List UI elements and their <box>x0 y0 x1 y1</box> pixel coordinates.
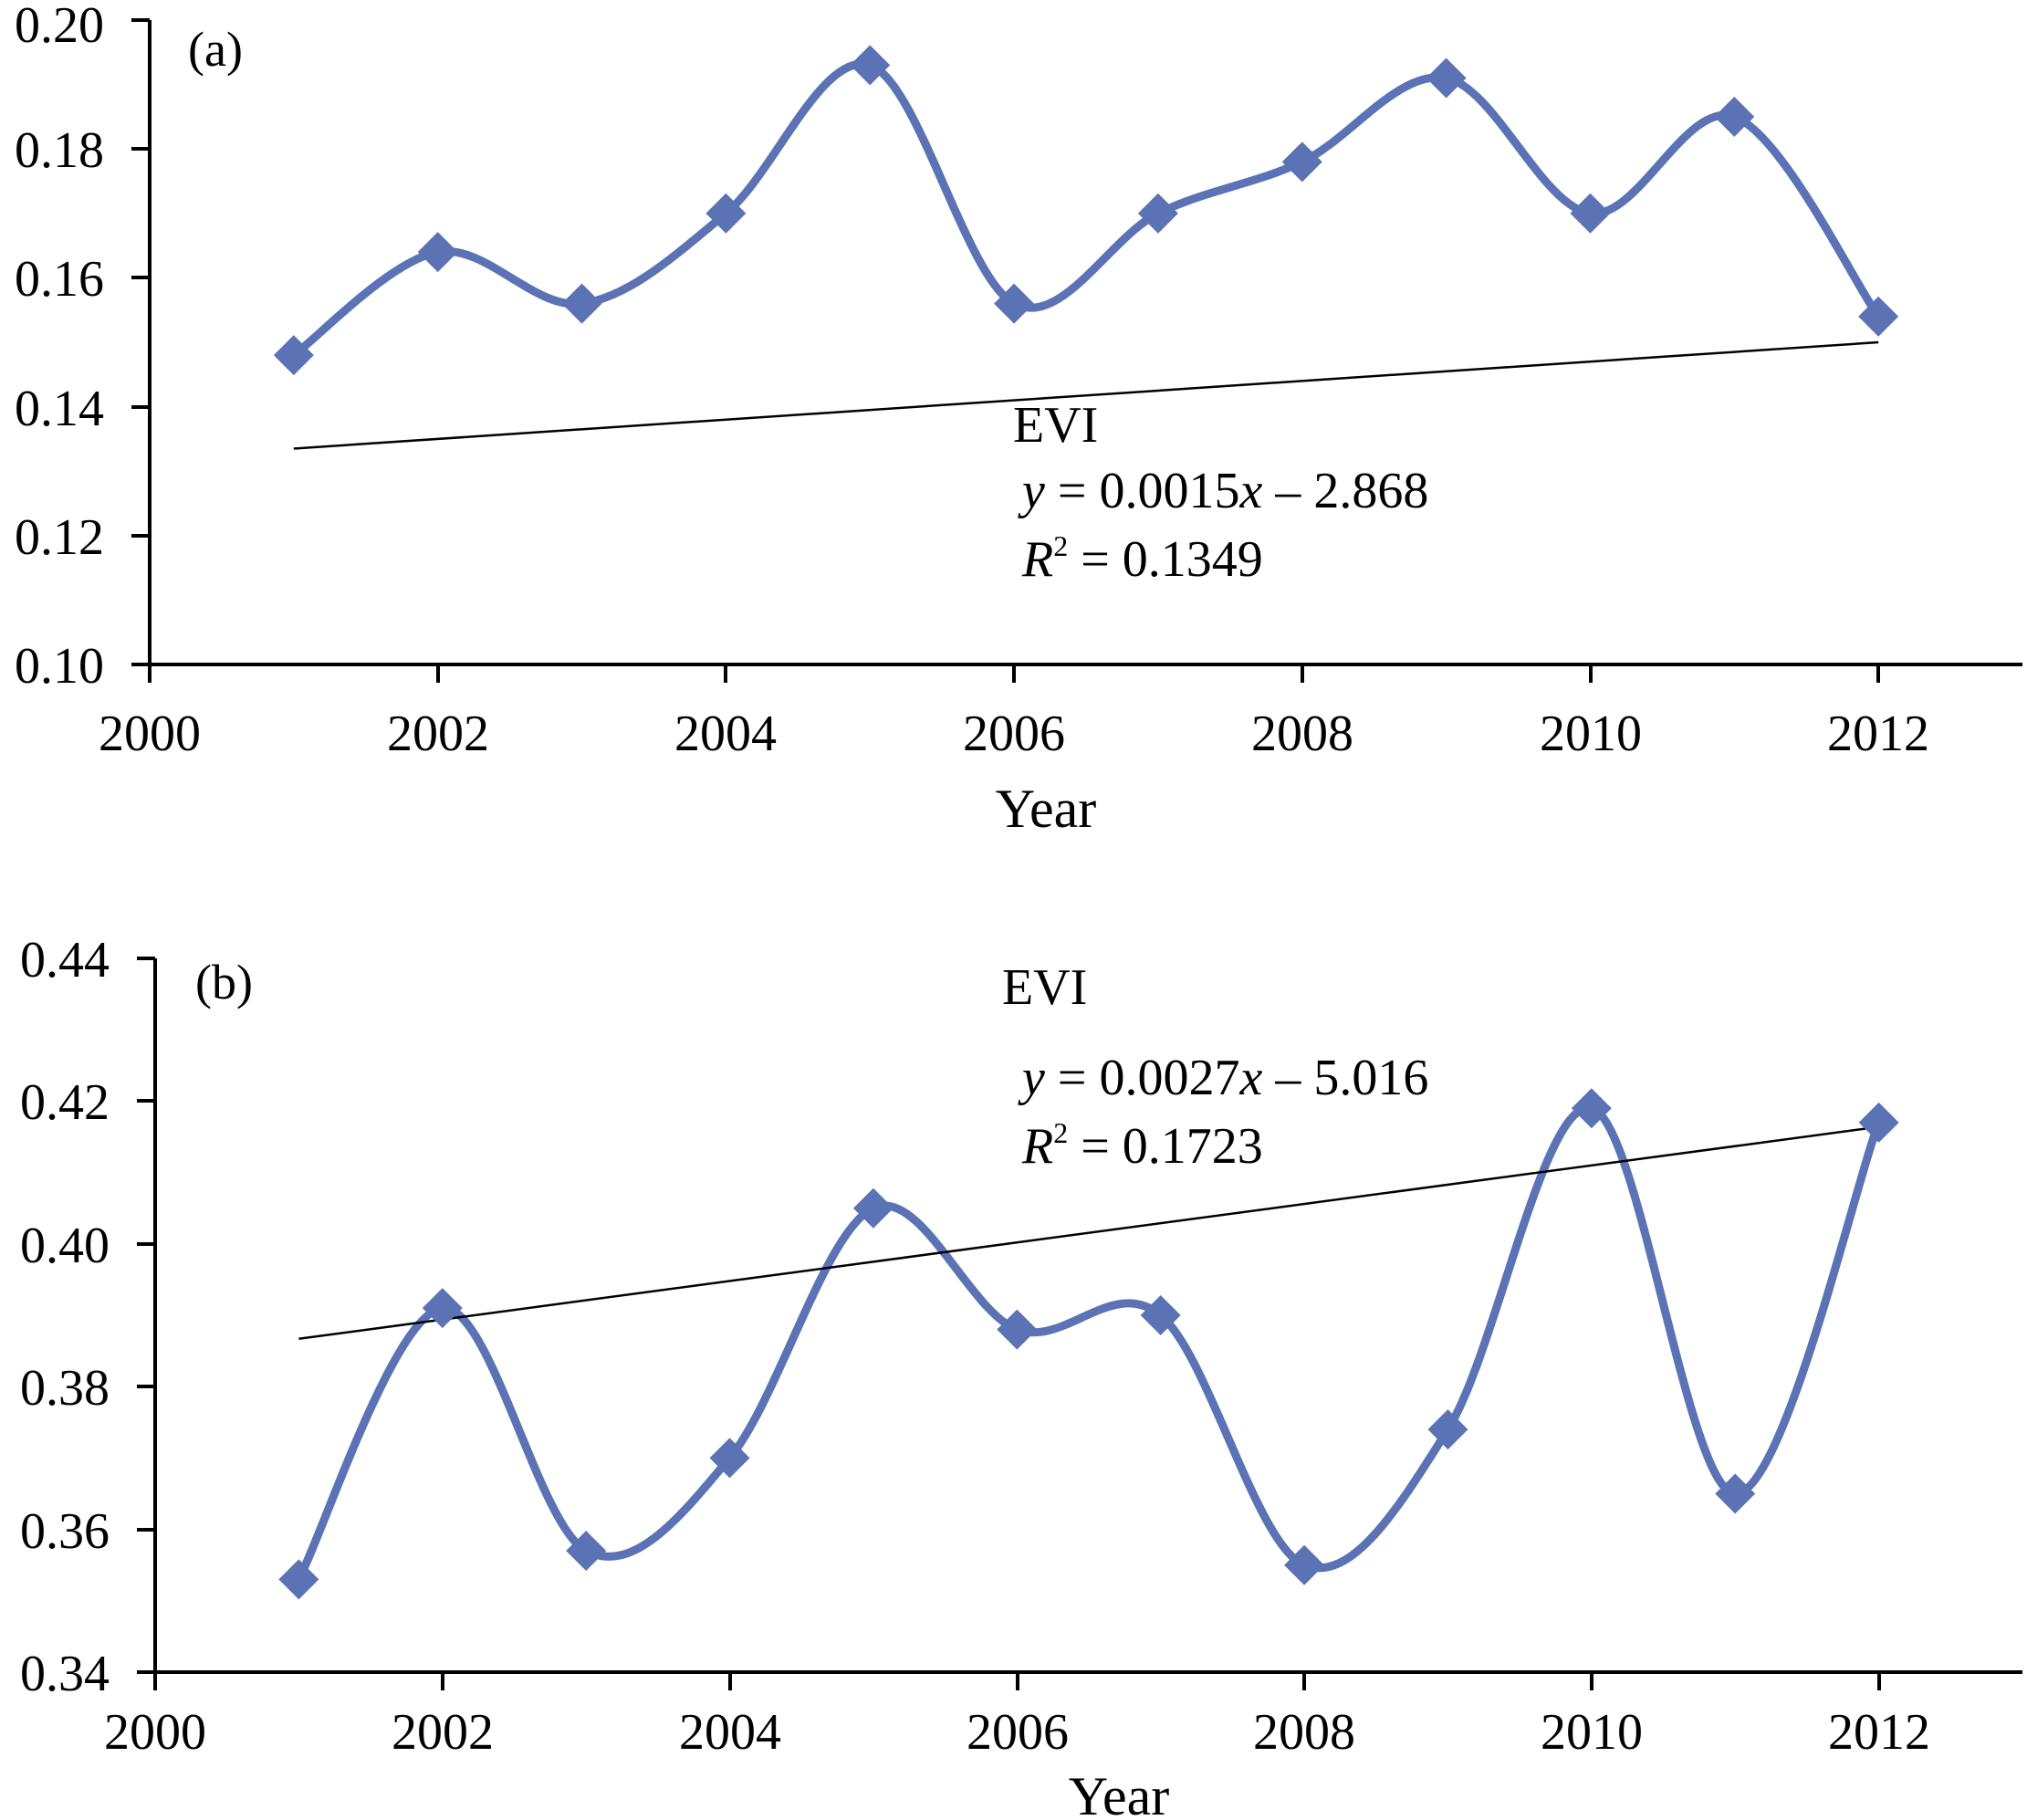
chart-b-equation-x: x <box>1238 1050 1262 1106</box>
chart-b-trend-line <box>298 1125 1879 1341</box>
chart-a-y-tick-label: 0.12 <box>15 509 104 566</box>
chart-a-data-point <box>561 283 602 324</box>
chart-b-data-point <box>1858 1102 1899 1143</box>
chart-a-y-tick-marks <box>131 18 150 666</box>
chart-a-data-point <box>1426 58 1467 99</box>
chart-b-data-point <box>566 1531 607 1572</box>
chart-b-y-tick-label: 0.36 <box>20 1503 110 1560</box>
chart-b-y-tick-label: 0.34 <box>20 1646 110 1702</box>
chart-a-y-tick-label: 0.18 <box>15 122 104 179</box>
chart-a-x-tick-label: 2004 <box>674 706 777 762</box>
chart-a-data-point <box>273 335 314 376</box>
chart-b-annotation: EVI y = 0.0027x – 5.016 R2 = 0.1723 <box>1002 959 1428 1175</box>
chart-a-y-tick-label: 0.10 <box>15 638 104 695</box>
chart-b-x-tick-label: 2010 <box>1541 1704 1643 1761</box>
chart-a-y-tick-labels: 0.10 0.12 0.14 0.16 0.18 0.20 <box>15 0 104 695</box>
chart-b-data-point <box>1715 1473 1756 1514</box>
chart-b-y-tick-label: 0.42 <box>20 1074 110 1131</box>
chart-b-equation: y = 0.0027x – 5.016 <box>1018 1050 1428 1106</box>
chart-a-equation-intercept: – 2.868 <box>1262 463 1428 519</box>
chart-a-x-tick-marks <box>148 664 1880 683</box>
chart-b-y-tick-label: 0.44 <box>20 932 110 988</box>
chart-a-equation: y = 0.0015x – 2.868 <box>1018 463 1428 519</box>
chart-a-panel-label: (a) <box>188 22 243 77</box>
chart-a-data-point <box>705 193 747 234</box>
chart-b-r-squared-sup: 2 <box>1053 1116 1068 1149</box>
chart-a-plot <box>273 45 1899 450</box>
chart-b-x-tick-label: 2006 <box>966 1704 1069 1761</box>
chart-b-data-point <box>1140 1295 1181 1335</box>
chart-b-x-tick-marks <box>153 1672 1881 1690</box>
chart-b-y-tick-marks <box>137 957 155 1674</box>
chart-b-panel-label: (b) <box>195 955 253 1009</box>
chart-b-y-tick-labels: 0.34 0.36 0.38 0.40 0.42 0.44 <box>20 932 110 1702</box>
chart-a-y-tick-label: 0.14 <box>15 381 104 437</box>
chart-b-x-axis-label: Year <box>1069 1766 1170 1820</box>
chart-a-equation-coef: = 0.0015 <box>1045 463 1240 519</box>
chart-b-data-point <box>1427 1409 1468 1450</box>
chart-a-x-tick-label: 2002 <box>387 706 489 762</box>
chart-b-r-squared: R2 = 0.1723 <box>1021 1116 1263 1175</box>
chart-b-r-squared-r: R <box>1021 1118 1053 1175</box>
chart-a-data-point <box>1281 141 1322 183</box>
chart-a-r-squared-sup: 2 <box>1053 529 1068 562</box>
chart-b-equation-intercept: – 5.016 <box>1262 1050 1428 1106</box>
chart-b-data-point <box>997 1309 1038 1350</box>
chart-a-x-tick-labels: 2000 2002 2004 2006 2008 2010 2012 <box>99 706 1929 762</box>
chart-a-data-point <box>850 45 891 86</box>
chart-b-data-point <box>1571 1088 1612 1129</box>
chart-b-x-tick-label: 2008 <box>1253 1704 1355 1761</box>
chart-b-data-point <box>278 1559 319 1600</box>
chart-a-x-tick-label: 2012 <box>1827 706 1929 762</box>
chart-b-axes <box>153 958 2022 1674</box>
chart-a-x-tick-label: 2006 <box>963 706 1065 762</box>
chart-a-r-squared-r: R <box>1021 531 1053 588</box>
chart-a-y-tick-label: 0.20 <box>15 0 104 54</box>
chart-a-data-point <box>1714 96 1755 137</box>
chart-b-x-tick-label: 2002 <box>392 1704 494 1761</box>
chart-a-axes <box>148 20 2022 666</box>
chart-a-x-tick-label: 2000 <box>99 706 201 762</box>
chart-b-x-tick-labels: 2000 2002 2004 2006 2008 2010 2012 <box>104 1704 1930 1761</box>
chart-a: 0.10 0.12 0.14 0.16 0.18 0.20 2000 2002 … <box>15 0 2022 839</box>
chart-a-equation-x: x <box>1238 463 1262 519</box>
chart-b-annotation-name: EVI <box>1002 959 1087 1016</box>
chart-b: 0.34 0.36 0.38 0.40 0.42 0.44 2000 2002 … <box>20 932 2022 1820</box>
chart-b-x-tick-label: 2000 <box>104 1704 206 1761</box>
chart-a-data-point <box>1570 193 1611 234</box>
chart-a-annotation-name: EVI <box>1013 397 1098 454</box>
chart-b-x-tick-label: 2012 <box>1828 1704 1930 1761</box>
chart-b-data-point <box>709 1438 750 1479</box>
chart-b-x-tick-label: 2004 <box>679 1704 781 1761</box>
chart-b-plot <box>278 1088 1899 1600</box>
chart-b-equation-coef: = 0.0027 <box>1045 1050 1240 1106</box>
chart-a-x-tick-label: 2008 <box>1251 706 1353 762</box>
chart-b-data-point <box>422 1288 463 1329</box>
chart-b-r-squared-value: = 0.1723 <box>1068 1118 1263 1175</box>
chart-a-data-point <box>417 232 458 273</box>
chart-b-series-line <box>294 1104 1884 1584</box>
chart-a-series-line <box>289 59 1883 360</box>
chart-a-r-squared-value: = 0.1349 <box>1068 531 1263 588</box>
chart-b-y-tick-label: 0.38 <box>20 1360 110 1417</box>
chart-b-equation-y: y <box>1018 1050 1045 1106</box>
chart-a-data-point <box>1858 296 1899 337</box>
chart-b-data-point <box>1284 1544 1325 1585</box>
chart-a-data-point <box>994 283 1035 324</box>
chart-b-data-point <box>852 1187 893 1229</box>
chart-a-annotation: EVI y = 0.0015x – 2.868 R2 = 0.1349 <box>1013 397 1428 588</box>
chart-a-data-point <box>1137 193 1178 234</box>
chart-a-trend-line <box>293 340 1879 450</box>
chart-a-x-axis-label: Year <box>996 779 1097 839</box>
chart-a-x-tick-label: 2010 <box>1540 706 1642 762</box>
chart-b-y-tick-label: 0.40 <box>20 1218 110 1274</box>
chart-a-equation-y: y <box>1018 463 1045 519</box>
chart-a-y-tick-label: 0.16 <box>15 251 104 308</box>
chart-a-r-squared: R2 = 0.1349 <box>1021 529 1263 588</box>
